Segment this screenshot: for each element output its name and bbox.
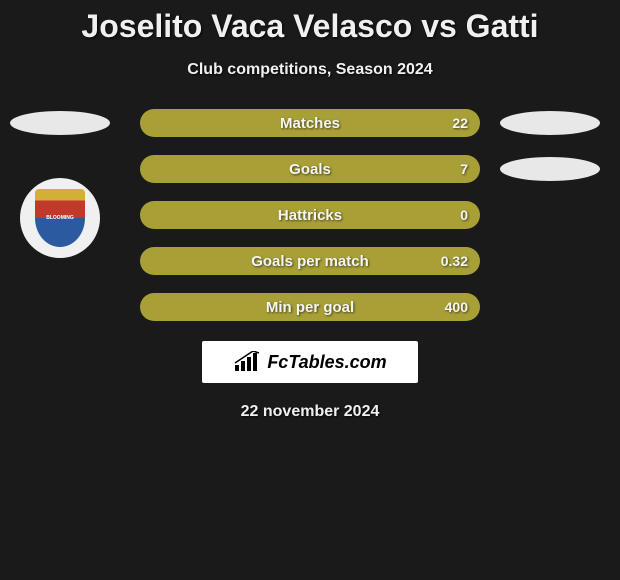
stat-value: 400 xyxy=(445,299,468,315)
logo-text: FcTables.com xyxy=(267,352,386,373)
stat-label: Goals xyxy=(289,161,331,178)
date-text: 22 november 2024 xyxy=(0,403,620,421)
stat-label: Matches xyxy=(280,115,340,132)
stat-label: Hattricks xyxy=(278,207,342,224)
stat-row: Matches 22 xyxy=(0,109,620,137)
stat-row: Goals per match 0.32 xyxy=(0,247,620,275)
left-oval xyxy=(10,111,110,135)
stat-bar: Min per goal 400 xyxy=(140,293,480,321)
subtitle: Club competitions, Season 2024 xyxy=(0,61,620,79)
page-title: Joselito Vaca Velasco vs Gatti xyxy=(0,0,620,45)
stat-value: 7 xyxy=(460,161,468,177)
stat-row: Goals 7 xyxy=(0,155,620,183)
stat-bar: Matches 22 xyxy=(140,109,480,137)
right-oval xyxy=(500,111,600,135)
stat-bar: Goals 7 xyxy=(140,155,480,183)
stat-value: 22 xyxy=(452,115,468,131)
stat-value: 0.32 xyxy=(441,253,468,269)
stat-bar: Hattricks 0 xyxy=(140,201,480,229)
stat-row: Min per goal 400 xyxy=(0,293,620,321)
right-oval xyxy=(500,157,600,181)
logo-box: FcTables.com xyxy=(202,341,418,383)
stat-label: Min per goal xyxy=(266,299,354,316)
stats-container: Matches 22 Goals 7 Hattricks 0 Goals per match… xyxy=(0,109,620,321)
chart-icon xyxy=(233,351,261,373)
stat-bar: Goals per match 0.32 xyxy=(140,247,480,275)
stat-label: Goals per match xyxy=(251,253,369,270)
stat-row: Hattricks 0 xyxy=(0,201,620,229)
stat-value: 0 xyxy=(460,207,468,223)
